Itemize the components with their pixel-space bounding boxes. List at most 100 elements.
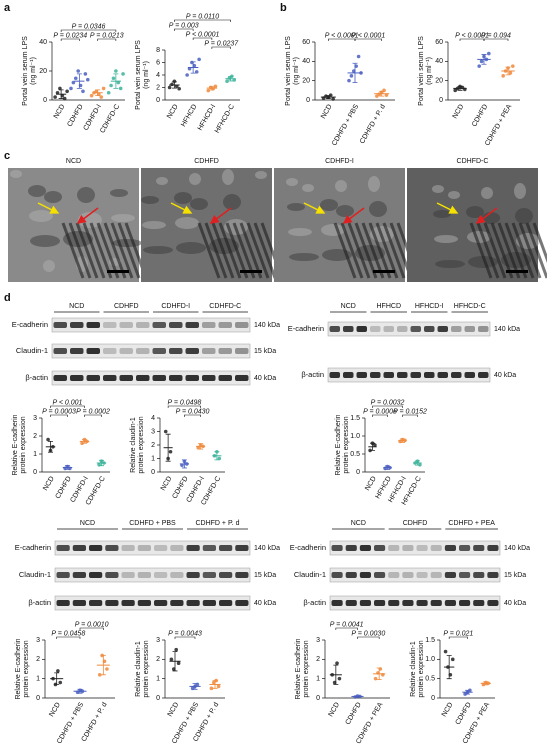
error-bar — [77, 688, 83, 694]
p-value: P = 0.003 — [169, 22, 199, 29]
data-point — [176, 661, 181, 665]
data-point — [121, 72, 125, 76]
band — [383, 372, 394, 378]
band — [56, 600, 70, 606]
band — [121, 572, 135, 578]
band — [170, 600, 184, 606]
error-bar — [172, 651, 178, 672]
p-value: P = 0.0110 — [186, 13, 219, 20]
significance-bracket — [167, 405, 201, 408]
data-point — [479, 59, 484, 64]
y-tick-label: 0 — [431, 695, 435, 702]
y-axis-label: protein expression — [143, 640, 150, 697]
p-value: P = 0.0041 — [330, 621, 364, 628]
microvilli — [340, 222, 364, 279]
scale-bar — [107, 270, 129, 273]
band — [186, 572, 200, 578]
y-tick-label: 2 — [36, 656, 40, 663]
p-value: P = 0.094 — [481, 32, 511, 39]
band — [103, 322, 117, 328]
band — [119, 375, 133, 381]
significance-bracket — [448, 636, 468, 639]
x-tick-label: CDHFD + PEA — [484, 103, 513, 147]
error-bar — [465, 689, 470, 695]
data-point — [101, 86, 106, 91]
texture — [433, 210, 451, 218]
data-point — [99, 95, 104, 99]
band — [331, 545, 343, 551]
error-bar — [505, 66, 511, 76]
significance-bracket — [56, 636, 81, 639]
significance-bracket — [84, 414, 102, 417]
band — [437, 326, 448, 332]
p-value: P = 0.0002 — [76, 408, 110, 415]
error-bar — [214, 451, 220, 461]
texture — [255, 171, 267, 179]
band — [374, 545, 386, 551]
y-axis-label: protein expression — [138, 416, 145, 473]
y-tick-label: 1 — [33, 451, 37, 458]
error-bar — [379, 90, 385, 97]
significance-bracket — [192, 37, 213, 40]
y-axis-label: Portal vein serum LPS — [22, 36, 29, 106]
y-tick-label: 2 — [316, 656, 320, 663]
x-tick-label: NCD — [320, 103, 334, 120]
band — [444, 600, 456, 606]
micrograph-label: NCD — [66, 158, 81, 165]
band — [388, 572, 400, 578]
y-tick-label: 2 — [156, 84, 160, 91]
p-value: P < 0.001 — [53, 399, 83, 406]
texture — [156, 177, 168, 185]
texture — [369, 201, 387, 217]
band — [424, 372, 435, 378]
data-point — [116, 80, 121, 85]
band — [437, 372, 448, 378]
texture — [435, 260, 465, 268]
band — [383, 326, 394, 332]
scale-bar — [240, 270, 262, 273]
microvilli — [532, 222, 547, 264]
texture — [30, 235, 60, 247]
microvilli — [246, 222, 270, 279]
y-tick-label: 1 — [151, 455, 155, 462]
band — [473, 600, 485, 606]
band — [424, 326, 435, 332]
data-point — [209, 686, 214, 691]
band — [459, 545, 471, 551]
band — [152, 348, 166, 354]
data-point — [62, 96, 67, 101]
data-point — [65, 89, 69, 94]
p-value: P = 0.0237 — [204, 40, 239, 47]
band — [416, 600, 428, 606]
microvilli — [82, 222, 106, 279]
band — [152, 322, 166, 328]
y-tick-label: 0 — [356, 469, 360, 476]
blot-strip — [329, 567, 501, 583]
texture — [143, 246, 173, 254]
band — [235, 322, 249, 328]
p-value: P = 0.0430 — [176, 408, 210, 415]
p-value: P = 0.0003 — [42, 408, 76, 415]
band — [185, 322, 199, 328]
protein-label: Claudin-1 — [19, 570, 51, 579]
blot-group-label: NCD — [351, 520, 366, 527]
p-value: P = 0.0006 — [363, 408, 397, 415]
error-bar — [481, 54, 487, 65]
microvilli — [239, 222, 263, 279]
data-point — [174, 647, 178, 652]
band — [235, 375, 249, 381]
x-tick-label: NCD — [166, 103, 180, 120]
significance-bracket — [184, 414, 201, 417]
band — [359, 545, 371, 551]
microvilli — [497, 222, 521, 279]
band — [402, 600, 414, 606]
error-bar — [95, 89, 101, 97]
blot-strip — [54, 595, 251, 611]
texture — [434, 235, 458, 243]
y-tick-label: 1 — [156, 676, 160, 683]
band — [219, 572, 233, 578]
band — [218, 375, 232, 381]
blot-strip — [54, 540, 251, 556]
y-axis-label: Portal vein serum LPS — [285, 36, 292, 106]
band — [202, 572, 216, 578]
